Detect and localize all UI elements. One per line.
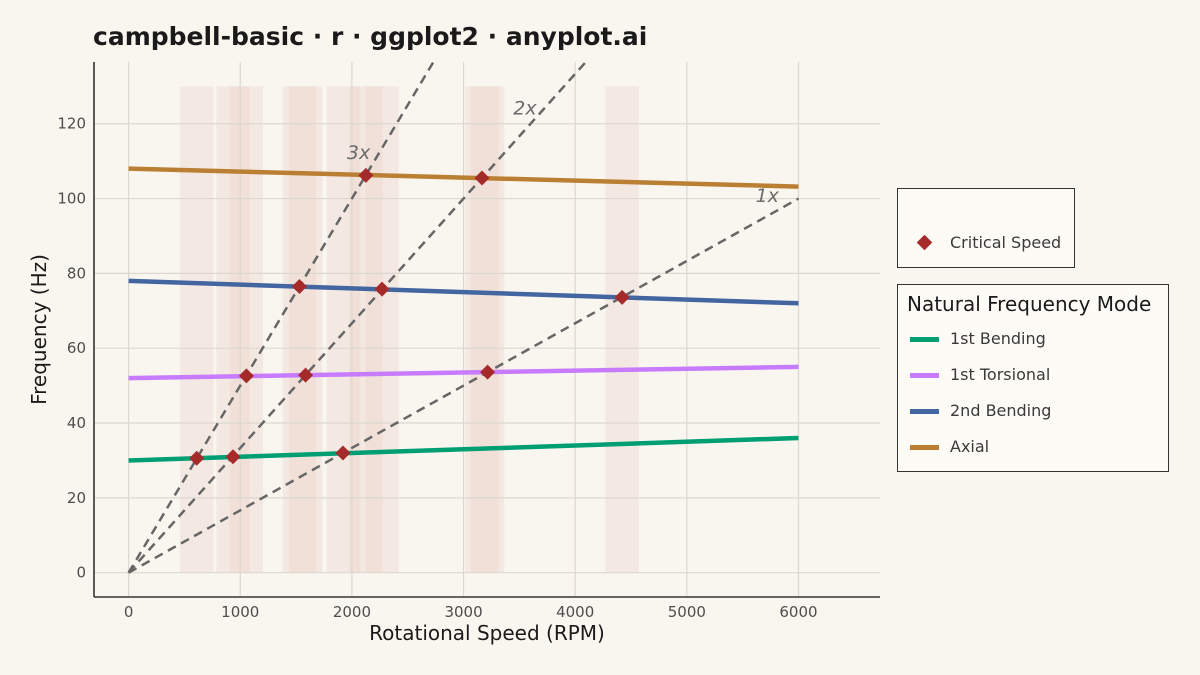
- resonance-band: [349, 86, 383, 573]
- legend-label-1st-torsional: 1st Torsional: [950, 365, 1051, 384]
- resonance-band: [288, 86, 323, 573]
- critical-speed-point: [358, 167, 374, 183]
- mode-legend-title: Natural Frequency Mode: [907, 292, 1152, 316]
- engine-order-line-3x: [127, 62, 435, 574]
- x-tick-label: 5000: [668, 603, 706, 621]
- x-tick-label: 6000: [779, 603, 817, 621]
- resonance-band: [470, 86, 505, 573]
- legend-item-1st-bending: 1st Bending: [898, 327, 1168, 351]
- critical-speed-point: [614, 289, 630, 305]
- engine-order-label: 1x: [756, 185, 780, 207]
- grid-lines: [94, 62, 880, 597]
- critical-speed-point: [291, 278, 307, 294]
- x-tick-label: 2000: [333, 603, 371, 621]
- engine-order-line-1x: [128, 197, 800, 574]
- resonance-band: [179, 86, 214, 573]
- x-axis-title: Rotational Speed (RPM): [369, 621, 605, 645]
- resonance-band: [326, 86, 361, 573]
- critical-speed-point: [480, 364, 496, 380]
- legend-item-critical-speed: Critical Speed: [898, 231, 1074, 255]
- engine-order-line-2x: [127, 62, 588, 574]
- legend-label-2nd-bending: 2nd Bending: [950, 401, 1052, 420]
- y-tick-label: 60: [67, 339, 86, 357]
- legend-item-axial: Axial: [898, 435, 1168, 459]
- engine-order-label: 3x: [347, 142, 371, 164]
- series-line-axial: [128, 166, 799, 189]
- resonance-band: [282, 86, 317, 573]
- legend-label-1st-bending: 1st Bending: [950, 329, 1046, 348]
- series-line-2nd-bending: [128, 278, 799, 306]
- resonance-band: [229, 86, 264, 573]
- resonance-band: [365, 86, 399, 573]
- engine-order-label: 2x: [513, 97, 537, 119]
- legend-item-1st-torsional: 1st Torsional: [898, 363, 1168, 387]
- legend-item-2nd-bending: 2nd Bending: [898, 399, 1168, 423]
- critical-speed-point: [298, 367, 314, 383]
- critical-speed-point: [238, 368, 254, 384]
- legend-label-critical-speed: Critical Speed: [950, 233, 1062, 252]
- y-tick-label: 80: [67, 264, 86, 282]
- mode-legend: Natural Frequency Mode 1st Bending 1st T…: [897, 284, 1169, 472]
- legend-swatch-axial: [910, 445, 939, 450]
- y-tick-label: 0: [76, 564, 86, 582]
- legend-swatch-1st-torsional: [910, 373, 939, 378]
- legend-swatch-1st-bending: [910, 337, 939, 342]
- x-tick-label: 1000: [221, 603, 259, 621]
- legend-label-axial: Axial: [950, 437, 990, 456]
- resonance-bands: [179, 86, 639, 573]
- critical-speed-point: [225, 449, 241, 465]
- critical-speed-point: [474, 170, 490, 186]
- y-tick-label: 120: [57, 115, 86, 133]
- critical-speed-marker-icon: [916, 234, 933, 251]
- y-tick-label: 100: [57, 190, 86, 208]
- critical-speed-point: [189, 450, 205, 466]
- x-tick-label: 3000: [444, 603, 482, 621]
- resonance-band: [216, 86, 250, 573]
- y-tick-label: 40: [67, 414, 86, 432]
- y-tick-label: 20: [67, 489, 86, 507]
- engine-order-lines: [127, 62, 800, 574]
- x-tick-label: 4000: [556, 603, 594, 621]
- critical-speed-point: [335, 445, 351, 461]
- x-tick-label: 0: [124, 603, 134, 621]
- resonance-band: [605, 86, 639, 573]
- y-axis-title: Frequency (Hz): [27, 254, 51, 405]
- critical-speed-markers: [189, 167, 630, 466]
- critical-speed-legend: Critical Speed: [897, 188, 1075, 268]
- legend-swatch-2nd-bending: [910, 409, 939, 414]
- critical-speed-point: [374, 281, 390, 297]
- chart-title: campbell-basic · r · ggplot2 · anyplot.a…: [93, 22, 648, 51]
